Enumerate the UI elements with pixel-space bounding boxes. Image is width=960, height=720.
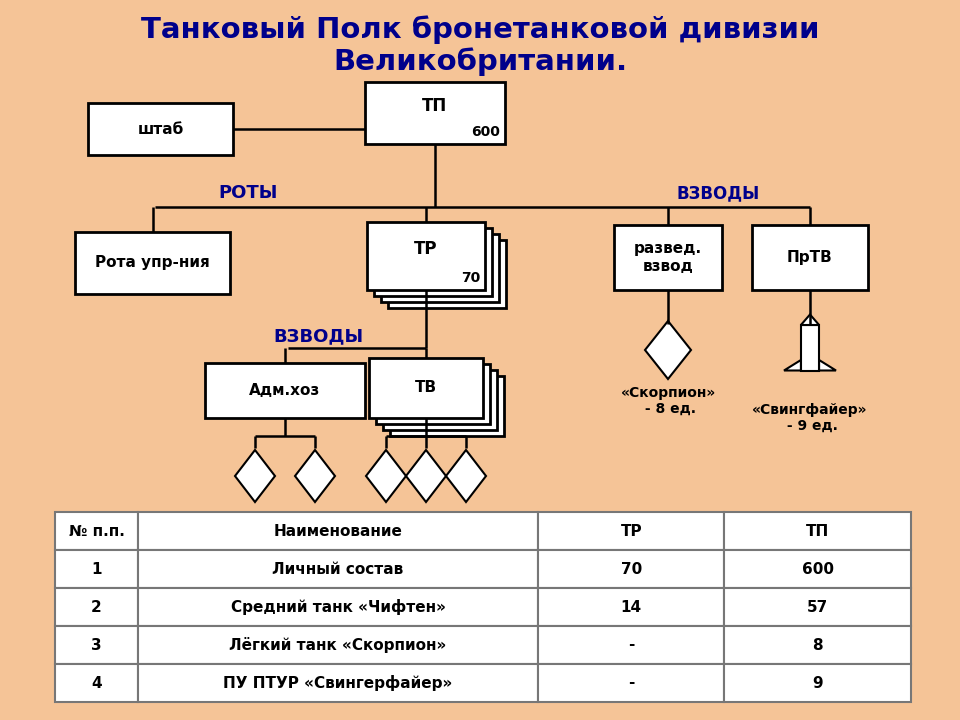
Text: ТР: ТР (620, 523, 642, 539)
Bar (138, 512, 538, 550)
Polygon shape (366, 450, 406, 502)
Text: 2: 2 (91, 600, 102, 614)
Bar (752, 225, 868, 290)
Text: Танковый Полк бронетанковой дивизии: Танковый Полк бронетанковой дивизии (141, 15, 819, 44)
Text: 8: 8 (812, 637, 823, 652)
Bar (55, 626, 138, 664)
Text: 70: 70 (621, 562, 642, 577)
Text: ПрТВ: ПрТВ (787, 250, 833, 265)
Polygon shape (784, 360, 801, 371)
Text: РОТЫ: РОТЫ (218, 184, 277, 202)
Text: ТП: ТП (806, 523, 829, 539)
Bar (374, 228, 492, 296)
Polygon shape (801, 315, 819, 325)
Bar (138, 588, 538, 626)
Text: Адм.хоз: Адм.хоз (250, 383, 321, 398)
Bar (75, 232, 230, 294)
Bar (538, 664, 725, 702)
Text: 70: 70 (461, 271, 480, 285)
Text: -: - (628, 675, 635, 690)
Bar (55, 588, 138, 626)
Polygon shape (406, 450, 446, 502)
Text: 57: 57 (807, 600, 828, 614)
Bar (725, 550, 911, 588)
Bar (538, 626, 725, 664)
Text: ВЗВОДЫ: ВЗВОДЫ (273, 327, 363, 345)
Text: Рота упр-ния: Рота упр-ния (95, 256, 210, 271)
Bar (88, 103, 233, 155)
Bar (383, 370, 497, 430)
Bar (614, 225, 722, 290)
Text: № п.п.: № п.п. (68, 523, 125, 539)
Text: Средний танк «Чифтен»: Средний танк «Чифтен» (230, 599, 445, 615)
Text: «Скорпион»
 - 8 ед.: «Скорпион» - 8 ед. (620, 386, 715, 416)
Bar (381, 234, 499, 302)
Text: ТВ: ТВ (415, 380, 437, 395)
Bar (369, 358, 483, 418)
Bar (538, 588, 725, 626)
Polygon shape (446, 450, 486, 502)
Bar (205, 363, 365, 418)
Bar (801, 325, 819, 371)
Bar (138, 550, 538, 588)
Bar (725, 588, 911, 626)
Bar (376, 364, 490, 424)
Text: «Свингфайер»
 - 9 ед.: «Свингфайер» - 9 ед. (753, 403, 868, 433)
Bar (138, 664, 538, 702)
Text: ПУ ПТУР «Свингерфайер»: ПУ ПТУР «Свингерфайер» (224, 675, 452, 691)
Text: Лёгкий танк «Скорпион»: Лёгкий танк «Скорпион» (229, 637, 446, 653)
Bar (725, 512, 911, 550)
Text: 600: 600 (802, 562, 833, 577)
Polygon shape (235, 450, 275, 502)
Polygon shape (645, 321, 691, 379)
Text: ВЗВОДЫ: ВЗВОДЫ (677, 184, 759, 202)
Text: 3: 3 (91, 637, 102, 652)
Text: Наименование: Наименование (274, 523, 402, 539)
Bar (365, 82, 505, 144)
Text: 9: 9 (812, 675, 823, 690)
Text: 600: 600 (471, 125, 500, 139)
Text: Личный состав: Личный состав (273, 562, 403, 577)
Text: 4: 4 (91, 675, 102, 690)
Bar (538, 550, 725, 588)
Text: ТП: ТП (422, 97, 447, 115)
Text: 14: 14 (621, 600, 642, 614)
Text: 1: 1 (91, 562, 102, 577)
Bar (138, 626, 538, 664)
Bar (538, 512, 725, 550)
Bar (388, 240, 506, 308)
Text: штаб: штаб (137, 122, 183, 137)
Bar (390, 376, 504, 436)
Bar (55, 550, 138, 588)
Bar (725, 626, 911, 664)
Text: -: - (628, 637, 635, 652)
Text: ТР: ТР (415, 240, 438, 258)
Bar (725, 664, 911, 702)
Bar (367, 222, 485, 290)
Text: развед.
взвод: развед. взвод (634, 241, 702, 274)
Polygon shape (819, 360, 836, 371)
Polygon shape (295, 450, 335, 502)
Bar (55, 664, 138, 702)
Text: Великобритании.: Великобритании. (333, 47, 627, 76)
Bar (55, 512, 138, 550)
